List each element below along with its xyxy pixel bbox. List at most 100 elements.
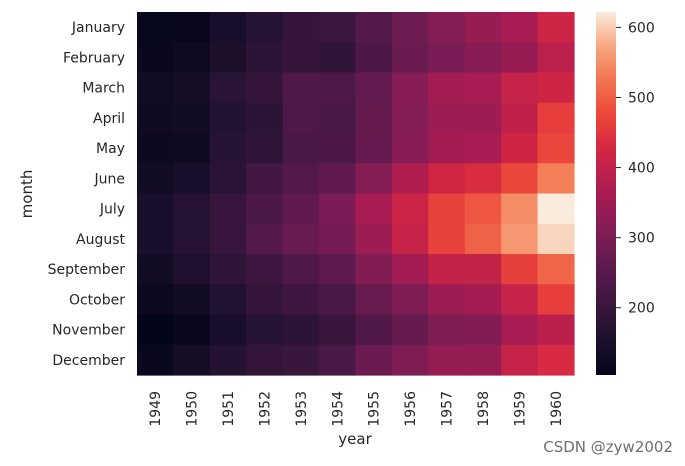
heatmap-cell <box>391 314 429 346</box>
heatmap-cell <box>246 284 284 316</box>
heatmap-cell <box>319 223 357 255</box>
heatmap-cell <box>173 163 211 195</box>
x-tick-label: 1955 <box>367 391 383 427</box>
heatmap-cell <box>173 133 211 164</box>
heatmap-cell <box>428 254 466 285</box>
heatmap-cell <box>464 102 502 134</box>
heatmap-cell <box>173 344 211 376</box>
heatmap-cell <box>319 193 357 225</box>
heatmap-cell <box>246 314 284 346</box>
y-tick-label: July <box>99 202 125 218</box>
heatmap-cell <box>537 133 575 164</box>
heatmap-cell <box>428 12 466 43</box>
heatmap-cell <box>282 72 320 104</box>
heatmap-cell <box>319 254 357 285</box>
heatmap-cell <box>391 102 429 134</box>
heatmap-cell <box>209 254 247 285</box>
x-tick-label: 1952 <box>257 391 273 427</box>
heatmap-cell <box>173 12 211 43</box>
heatmap-cell <box>137 163 175 195</box>
heatmap-cell <box>501 133 539 164</box>
x-tick-label: 1951 <box>221 391 237 427</box>
heatmap-cell <box>391 72 429 104</box>
heatmap-cell <box>319 42 357 74</box>
x-tick-labels: 1949 1950 1951 1952 1953 1954 1955 1956 1957 1958… <box>148 391 565 427</box>
heatmap-cell <box>428 163 466 195</box>
heatmap-cell <box>501 254 539 285</box>
heatmap-cell <box>464 133 502 164</box>
x-tick-label: 1956 <box>403 391 419 427</box>
heatmap-cell <box>428 284 466 316</box>
heatmap-cell <box>501 42 539 74</box>
y-tick-label: May <box>96 141 125 157</box>
heatmap-cell <box>464 344 502 376</box>
heatmap-cell <box>282 12 320 43</box>
heatmap-cell <box>137 193 175 225</box>
heatmap-cell <box>282 254 320 285</box>
heatmap-cell <box>173 223 211 255</box>
heatmap-cell <box>501 284 539 316</box>
heatmap-cell <box>137 12 175 43</box>
heatmap-cell <box>537 223 575 255</box>
heatmap-cell <box>319 163 357 195</box>
colorbar-tick-label: 600 <box>628 20 655 36</box>
y-tick-label: January <box>71 20 125 36</box>
heatmap-cell <box>537 284 575 316</box>
heatmap-cell <box>246 102 284 134</box>
heatmap-cell <box>537 72 575 104</box>
heatmap-cell <box>355 12 393 43</box>
heatmap-cell <box>355 344 393 376</box>
x-tick-label: 1953 <box>294 391 310 427</box>
heatmap-cell <box>173 102 211 134</box>
heatmap-cell <box>391 344 429 376</box>
heatmap-cell <box>173 314 211 346</box>
heatmap-cell <box>282 223 320 255</box>
y-tick-label: March <box>82 81 125 97</box>
heatmap-cell <box>501 344 539 376</box>
y-tick-label: September <box>48 262 126 278</box>
heatmap-cell <box>501 314 539 346</box>
heatmap-cell <box>428 193 466 225</box>
heatmap-cell <box>209 344 247 376</box>
heatmap-cell <box>501 12 539 43</box>
heatmap-cell <box>391 223 429 255</box>
colorbar-tick-label: 400 <box>628 161 655 177</box>
colorbar-tick-label: 500 <box>628 90 655 106</box>
heatmap-cell <box>282 102 320 134</box>
heatmap-cell <box>282 133 320 164</box>
heatmap-cell <box>319 133 357 164</box>
x-tick-label: 1957 <box>440 391 456 427</box>
heatmap-cell <box>537 12 575 43</box>
heatmap-cell <box>464 163 502 195</box>
heatmap-cell <box>501 72 539 104</box>
heatmap-cell <box>355 133 393 164</box>
heatmap-cell <box>355 223 393 255</box>
heatmap-cell <box>173 284 211 316</box>
heatmap-cell <box>464 42 502 74</box>
heatmap-cell <box>501 102 539 134</box>
heatmap-cell <box>355 163 393 195</box>
heatmap-cell <box>173 193 211 225</box>
heatmap-cell <box>173 42 211 74</box>
heatmap-cell <box>391 163 429 195</box>
heatmap-cell <box>391 133 429 164</box>
heatmap-cell <box>319 102 357 134</box>
heatmap-cell <box>282 42 320 74</box>
y-tick-label: November <box>52 323 125 339</box>
y-tick-label: October <box>69 292 125 308</box>
heatmap-cell <box>173 254 211 285</box>
heatmap-cell <box>209 102 247 134</box>
heatmap-cell <box>355 254 393 285</box>
heatmap-cell <box>209 12 247 43</box>
heatmap-cell <box>209 133 247 164</box>
heatmap-cell <box>282 193 320 225</box>
heatmap-cell <box>137 223 175 255</box>
heatmap-cell <box>355 314 393 346</box>
heatmap-cell <box>428 72 466 104</box>
heatmap-cell <box>209 42 247 74</box>
heatmap-cell <box>464 223 502 255</box>
x-tick-label: 1949 <box>148 391 164 427</box>
x-axis-label: year <box>338 430 372 448</box>
heatmap-cell <box>246 163 284 195</box>
